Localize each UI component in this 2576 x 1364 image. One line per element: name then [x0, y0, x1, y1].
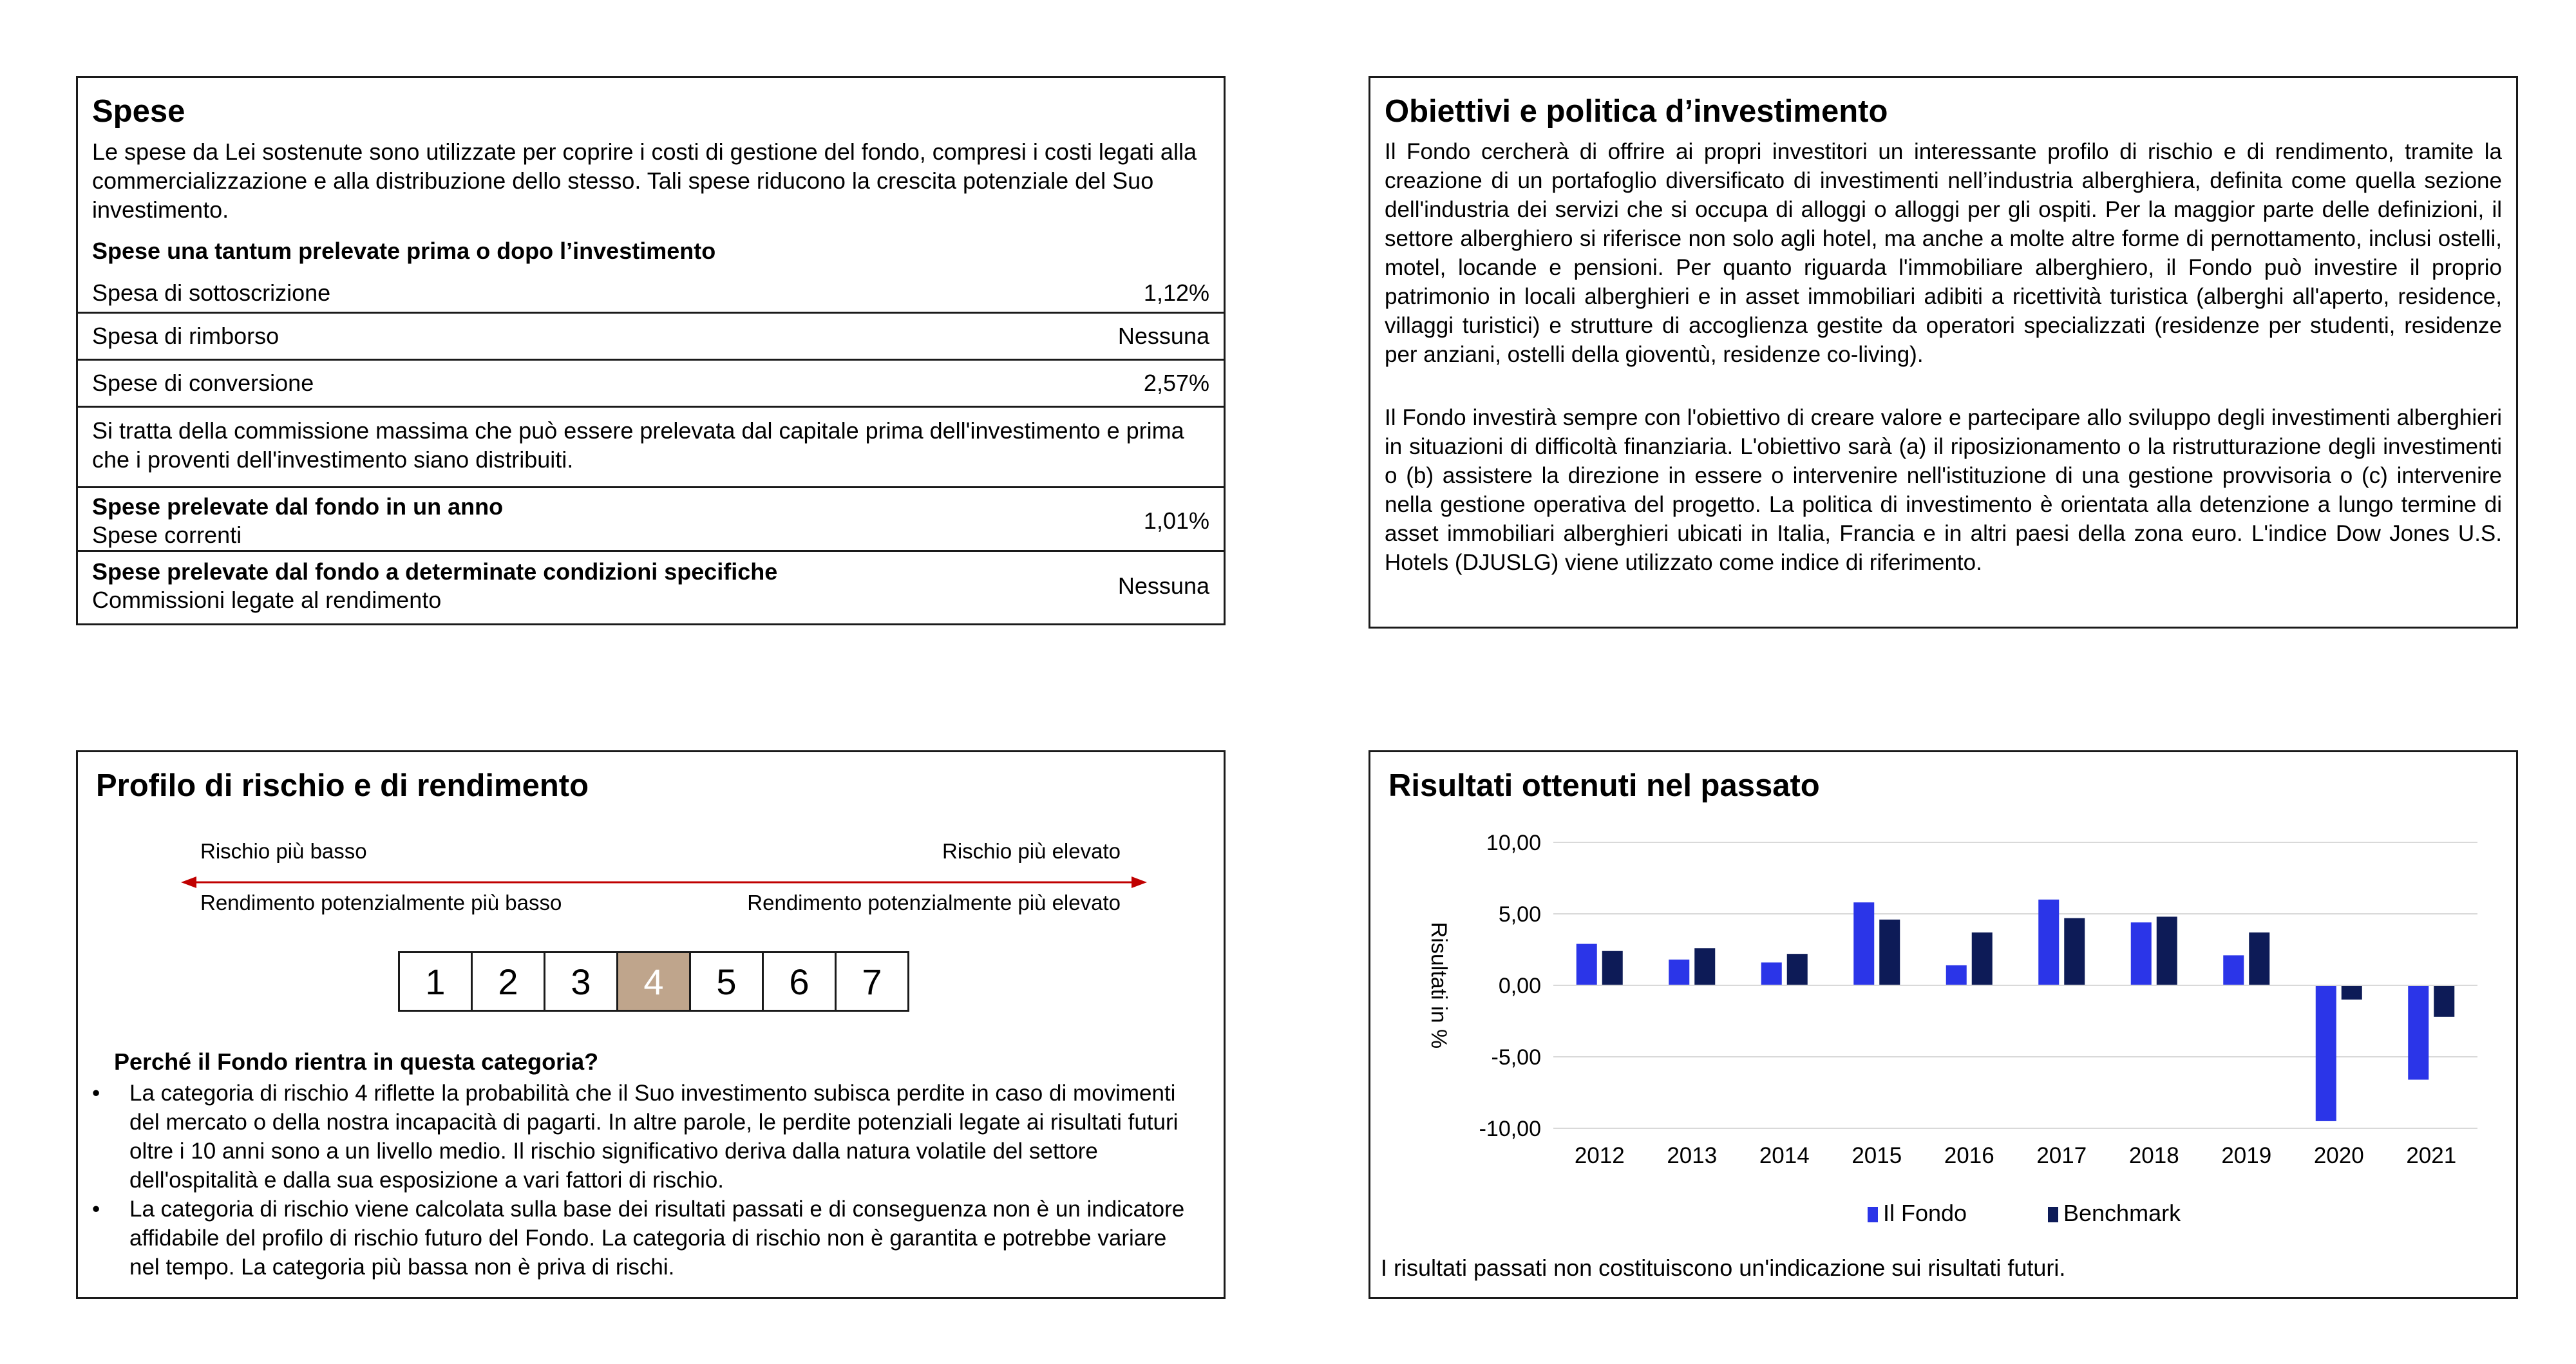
past-performance-chart: 10,00 5,00 0,00 -5,00 -10,00 Risultati in % 20…	[1426, 831, 2477, 1226]
max-commission-note: Si tratta della commissione massima che …	[92, 417, 1184, 473]
performance-fee-value: Nessuna	[1117, 573, 1209, 599]
risk-class-2: 2	[471, 951, 545, 1012]
x-tick-label: 2012	[1575, 1143, 1625, 1168]
category-reason-list: La categoria di rischio 4 riflette la pr…	[92, 1079, 1200, 1282]
charge-value: Nessuna	[1117, 323, 1209, 349]
risk-arrow	[181, 876, 1147, 888]
bar-benchmark	[1879, 919, 1900, 985]
charges-panel: Spese Le spese da Lei sostenute sono uti…	[76, 76, 1226, 625]
charge-value: 2,57%	[1143, 370, 1209, 396]
risk-class-7: 7	[835, 951, 909, 1012]
performance-fee-row: Spese prelevate dal fondo a determinate …	[78, 552, 1224, 623]
one-off-charges-heading: Spese una tantum prelevate prima o dopo …	[92, 238, 716, 264]
legend-label: Benchmark	[2063, 1200, 2181, 1226]
charge-value: 1,12%	[1143, 279, 1209, 306]
legend-swatch	[2048, 1207, 2058, 1222]
x-tick-label: 2013	[1667, 1143, 1717, 1168]
risk-low-label: Rischio più basso	[200, 839, 367, 863]
risk-profile-title: Profilo di rischio e di rendimento	[96, 768, 589, 803]
ongoing-charges-row: Spese prelevate dal fondo in un anno Spe…	[78, 488, 1224, 550]
bar-fund	[2130, 922, 2152, 985]
bar-benchmark	[1602, 951, 1623, 985]
bar-benchmark	[1786, 954, 1808, 985]
risk-class-4: 4	[616, 951, 691, 1012]
bar-fund	[1946, 965, 1967, 985]
bar-fund	[2223, 955, 2244, 985]
y-tick-label: 10,00	[1486, 831, 1541, 855]
charges-title: Spese	[92, 94, 185, 129]
bar-benchmark	[2064, 918, 2085, 985]
category-reason-heading: Perché il Fondo rientra in questa catego…	[114, 1048, 599, 1075]
x-tick-label: 2020	[2314, 1143, 2364, 1168]
past-performance-title: Risultati ottenuti nel passato	[1388, 768, 1820, 803]
y-tick-label: 0,00	[1499, 974, 1541, 998]
ongoing-charges-heading: Spese prelevate dal fondo in un anno	[92, 493, 504, 520]
bar-benchmark	[2156, 916, 2177, 985]
charges-intro: Le spese da Lei sostenute sono utilizzat…	[92, 138, 1197, 223]
past-performance-panel: Risultati ottenuti nel passato 10,00 5,00…	[1368, 750, 2518, 1299]
objectives-title: Obiettivi e politica d’investimento	[1385, 94, 1888, 129]
objectives-panel: Obiettivi e politica d’investimento Il F…	[1368, 76, 2518, 629]
risk-profile-panel: Profilo di rischio e di rendimento Risch…	[76, 750, 1226, 1299]
x-tick-label: 2015	[1852, 1143, 1902, 1168]
risk-class-6: 6	[762, 951, 837, 1012]
bar-fund	[2315, 985, 2336, 1121]
row-divider	[78, 406, 1224, 408]
charge-label: Spese di conversione	[92, 370, 314, 396]
charge-row-conversion: Spese di conversione 2,57%	[78, 361, 1224, 406]
bar-benchmark	[2434, 985, 2455, 1017]
legend-swatch	[1868, 1207, 1878, 1222]
bar-benchmark	[1971, 932, 1993, 985]
x-tick-label: 2017	[2036, 1143, 2087, 1168]
x-tick-label: 2014	[1759, 1143, 1810, 1168]
performance-fee-label: Commissioni legate al rendimento	[92, 587, 442, 613]
bar-fund	[2408, 985, 2429, 1080]
bar-benchmark	[2249, 932, 2270, 985]
performance-fee-heading: Spese prelevate dal fondo a determinate …	[92, 558, 778, 585]
x-tick-label: 2016	[1944, 1143, 1994, 1168]
ongoing-charges-label: Spese correnti	[92, 522, 242, 548]
x-tick-label: 2021	[2406, 1143, 2456, 1168]
bar-fund	[1761, 962, 1782, 985]
objectives-paragraph-2: Il Fondo investirà sempre con l'obiettiv…	[1385, 405, 2502, 575]
charge-row-exit: Spesa di rimborso Nessuna	[78, 314, 1224, 359]
past-performance-footnote: I risultati passati non costituiscono un…	[1381, 1255, 2066, 1281]
charge-row-entry: Spesa di sottoscrizione 1,12%	[78, 274, 1224, 313]
risk-high-label: Rischio più elevato	[942, 839, 1121, 863]
y-tick-label: -10,00	[1479, 1117, 1541, 1141]
return-low-label: Rendimento potenzialmente più basso	[200, 891, 562, 914]
ongoing-charges-value: 1,01%	[1143, 507, 1209, 534]
bar-fund	[1576, 943, 1597, 985]
x-tick-label: 2018	[2129, 1143, 2179, 1168]
bar-benchmark	[2341, 985, 2362, 1000]
bar-fund	[1669, 960, 1690, 985]
bar-fund	[1853, 902, 1875, 985]
bar-fund	[2038, 899, 2060, 985]
row-divider	[78, 359, 1224, 361]
risk-class-1: 1	[398, 951, 473, 1012]
list-item: La categoria di rischio 4 riflette la pr…	[92, 1079, 1200, 1195]
row-divider	[78, 486, 1224, 488]
y-axis-label: Risultati in %	[1426, 922, 1451, 1049]
list-item: La categoria di rischio viene calcolata …	[92, 1195, 1200, 1282]
return-high-label: Rendimento potenzialmente più elevato	[747, 891, 1121, 914]
objectives-paragraph-1: Il Fondo cercherà di offrire ai propri i…	[1385, 139, 2502, 367]
risk-class-5: 5	[689, 951, 764, 1012]
y-tick-label: -5,00	[1492, 1045, 1542, 1070]
bar-benchmark	[1694, 948, 1716, 985]
row-divider	[78, 312, 1224, 314]
x-tick-label: 2019	[2221, 1143, 2271, 1168]
legend-label: Il Fondo	[1883, 1200, 1967, 1226]
risk-class-3: 3	[544, 951, 618, 1012]
charge-label: Spesa di rimborso	[92, 323, 279, 349]
row-divider	[78, 550, 1224, 552]
charge-label: Spesa di sottoscrizione	[92, 279, 331, 306]
y-tick-label: 5,00	[1499, 902, 1541, 927]
